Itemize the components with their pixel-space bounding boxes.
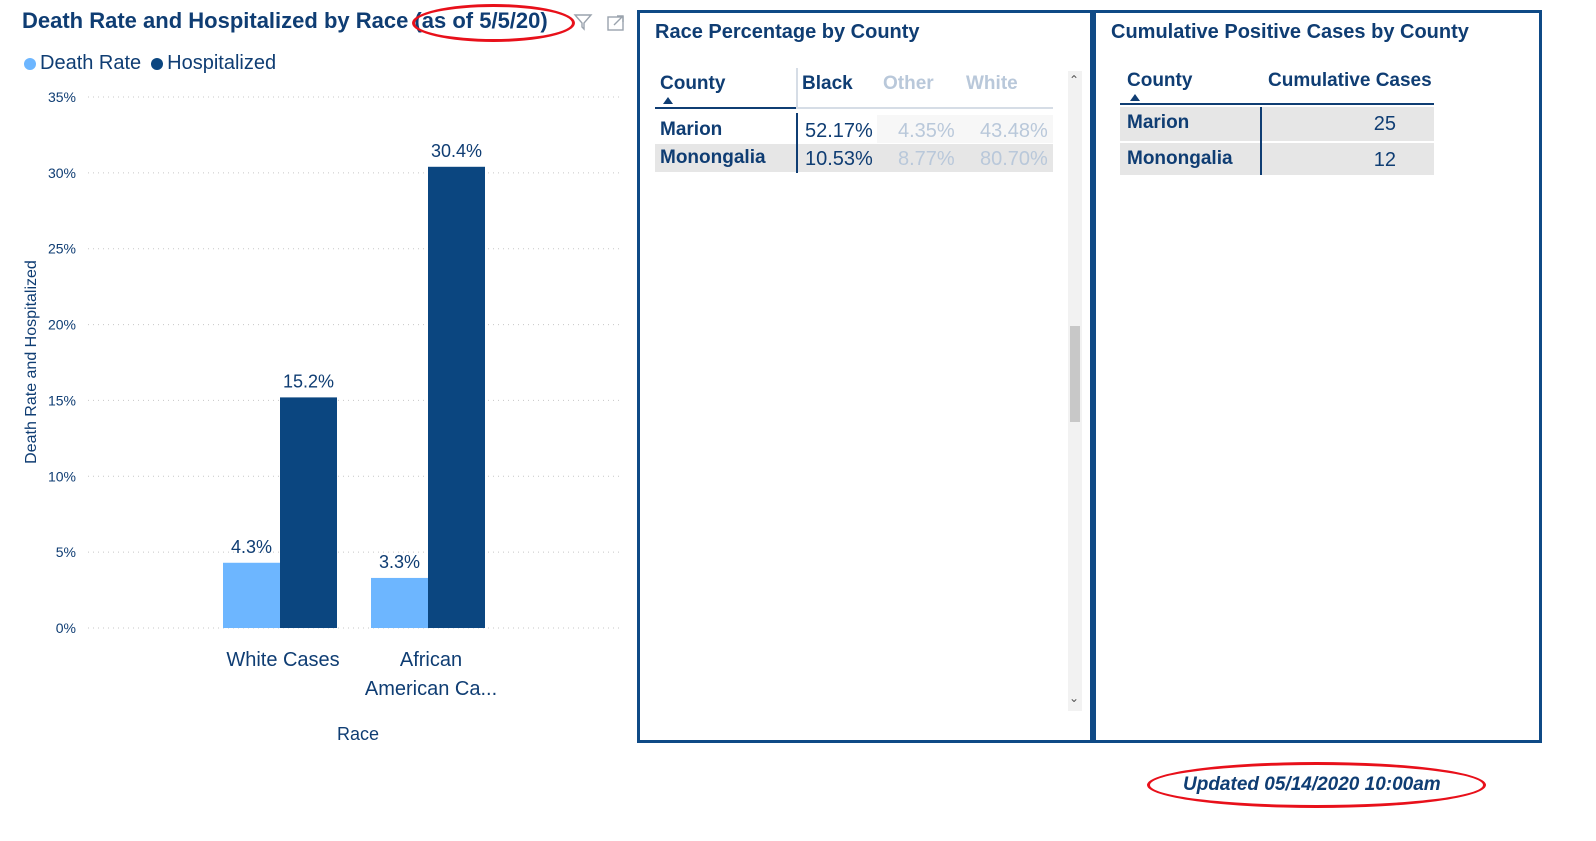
scroll-down-icon[interactable]: ⌄ <box>1069 691 1080 705</box>
updated-annotation-circle <box>1147 762 1486 808</box>
legend-item-hospitalized[interactable]: Hospitalized <box>151 52 276 75</box>
y-tick-label: 5% <box>56 544 76 560</box>
y-tick-label: 0% <box>56 620 76 636</box>
race-cell-other: 8.77% <box>898 148 955 170</box>
cases-cell-value: 25 <box>1373 113 1396 135</box>
data-label: 30.4% <box>431 141 482 161</box>
cases-col-county[interactable]: County <box>1127 70 1193 91</box>
legend-label-hospitalized: Hospitalized <box>167 52 277 74</box>
scroll-up-icon[interactable]: ⌃ <box>1069 73 1080 87</box>
legend-item-death-rate[interactable]: Death Rate <box>24 52 141 75</box>
sort-ascending-icon[interactable] <box>663 97 673 104</box>
bar-hospitalized <box>428 166 485 628</box>
race-row-faded-bg <box>877 115 1053 143</box>
cumulative-cases-table-panel[interactable]: Cumulative Positive Cases by County Coun… <box>1093 10 1542 743</box>
race-percentage-table-panel[interactable]: Race Percentage by County County Black O… <box>637 10 1093 743</box>
data-label: 4.3% <box>231 537 272 557</box>
bar-death-rate <box>223 562 280 628</box>
chart-legend: Death Rate Hospitalized <box>24 52 286 75</box>
race-cell-white: 80.70% <box>980 148 1048 170</box>
x-tick-label: American Ca... <box>365 678 497 700</box>
race-header-divider <box>796 68 798 108</box>
race-row-highlight <box>655 144 1053 172</box>
chart-visual[interactable]: Death Rate and Hospitalized by Race (as … <box>0 0 640 841</box>
race-col-county[interactable]: County <box>660 73 726 94</box>
race-cell-white: 43.48% <box>980 120 1048 142</box>
race-header-underline-black <box>796 107 877 109</box>
race-header-underline <box>655 107 796 109</box>
focus-mode-icon[interactable] <box>606 13 626 33</box>
legend-dot-hospitalized <box>151 57 164 70</box>
data-label: 3.3% <box>379 552 420 572</box>
race-header-underline-rest <box>877 107 1053 109</box>
cases-row-bg <box>1120 143 1434 175</box>
race-cell-black: 10.53% <box>805 148 873 170</box>
race-cell-black: 52.17% <box>805 120 873 142</box>
bar-hospitalized <box>280 397 337 628</box>
race-col-other[interactable]: Other <box>883 73 934 94</box>
sort-ascending-icon[interactable] <box>1130 94 1140 101</box>
title-annotation-circle <box>412 4 575 42</box>
cases-col-cumulative[interactable]: Cumulative Cases <box>1268 70 1432 91</box>
cases-row-county: Monongalia <box>1127 148 1233 169</box>
chart-plot-area: 0% 5% 10% 15% 20% 25% 30% 35% 4.3% 15.2% White Cas… <box>48 89 622 700</box>
cases-table-title: Cumulative Positive Cases by County <box>1111 21 1469 43</box>
y-axis-title-text: Death Rate and Hospitalized <box>23 260 40 464</box>
y-tick-label: 25% <box>48 241 76 257</box>
vertical-scrollbar[interactable]: ⌃ ⌄ <box>1068 71 1082 711</box>
updated-text: Updated 05/14/2020 10:00am <box>1183 774 1441 795</box>
race-col-black[interactable]: Black <box>802 73 853 94</box>
cases-row-bg <box>1120 107 1434 141</box>
race-col-white[interactable]: White <box>966 73 1018 94</box>
filter-icon[interactable] <box>573 12 593 32</box>
legend-dot-death-rate <box>24 57 36 70</box>
race-cell-other: 4.35% <box>898 120 955 142</box>
cases-cell-value: 12 <box>1373 149 1396 171</box>
updated-timestamp: Updated 05/14/2020 10:00am <box>1147 762 1486 808</box>
y-tick-label: 15% <box>48 392 76 408</box>
x-tick-label: White Cases <box>226 649 339 671</box>
legend-label-death-rate: Death Rate <box>40 52 142 74</box>
y-tick-label: 20% <box>48 317 76 333</box>
cases-column-divider <box>1260 107 1262 175</box>
race-table-title: Race Percentage by County <box>655 21 920 43</box>
data-label: 15.2% <box>283 371 334 391</box>
x-tick-label: African <box>400 649 462 671</box>
scroll-thumb[interactable] <box>1070 326 1080 422</box>
cases-row-county: Marion <box>1127 112 1190 133</box>
x-axis-title: Race <box>337 724 380 744</box>
cases-header-underline <box>1120 103 1434 105</box>
race-row-county: Monongalia <box>660 147 766 168</box>
y-tick-label: 10% <box>48 468 76 484</box>
y-tick-label: 35% <box>48 89 76 105</box>
y-tick-label: 30% <box>48 165 76 181</box>
race-column-divider <box>796 113 798 173</box>
bar-death-rate <box>371 577 428 628</box>
race-row-county: Marion <box>660 119 723 140</box>
